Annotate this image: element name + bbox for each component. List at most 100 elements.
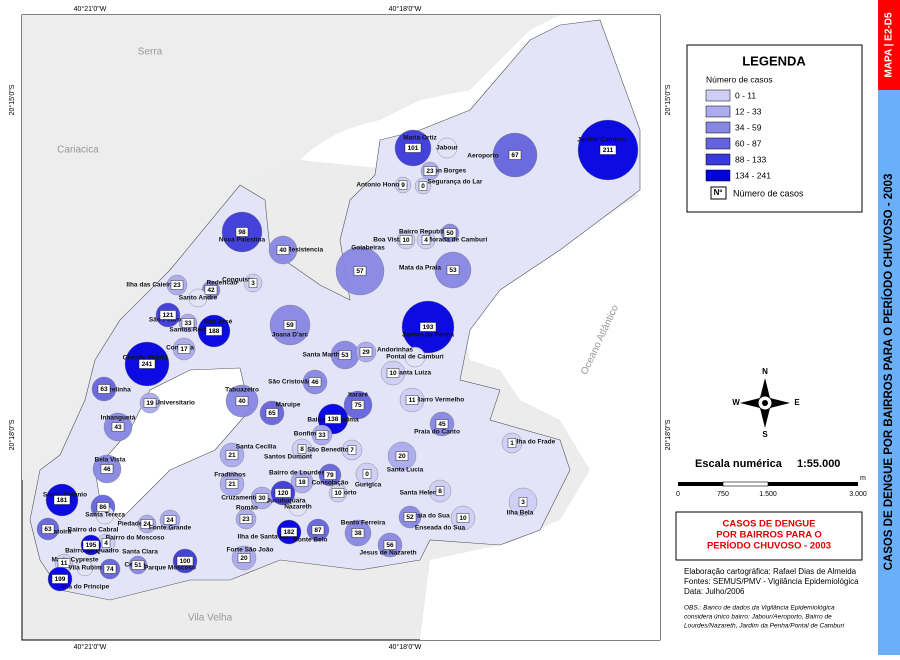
case-count: 1 xyxy=(510,440,514,447)
neighborhood-name: Solon Borges xyxy=(424,168,467,175)
case-count: 46 xyxy=(103,466,111,473)
case-count: 199 xyxy=(55,576,66,583)
case-count: 181 xyxy=(57,497,68,504)
case-box xyxy=(101,538,111,548)
neighborhood-name: Cruzamento xyxy=(221,495,259,502)
neighborhood-name: Bonfim xyxy=(294,431,317,438)
case-box xyxy=(225,450,239,460)
case-box xyxy=(446,265,460,275)
neighborhood-name: Santa Martha xyxy=(303,352,344,359)
neighborhood-name: São Pedro xyxy=(149,317,181,324)
case-box xyxy=(163,515,177,525)
case-box xyxy=(143,398,157,408)
place-name: Vila Velha xyxy=(188,613,233,624)
case-box xyxy=(82,540,100,550)
neighborhood-name: Aeroporto xyxy=(467,153,498,160)
case-count: 4 xyxy=(104,540,108,547)
title-line: PERÍODO CHUVOSO - 2003 xyxy=(707,541,831,552)
neighborhood-name: Bento Ferreira xyxy=(341,520,386,527)
case-box xyxy=(225,479,239,489)
neighborhood-name: Itararé xyxy=(348,392,368,399)
case-box xyxy=(386,368,400,378)
neighborhood-name: Grande Vitória xyxy=(123,355,168,362)
compass-w: W xyxy=(732,398,740,407)
case-count: 40 xyxy=(238,398,246,405)
neighborhood-name: Enseada do Sua xyxy=(415,525,466,532)
legend-symbol: Nº xyxy=(714,188,723,197)
neighborhood-name: Gurigica xyxy=(355,482,382,489)
case-count: 10 xyxy=(459,515,467,522)
case-box xyxy=(181,318,195,328)
title-box xyxy=(675,511,863,561)
case-count: 188 xyxy=(209,328,220,335)
legend-classes: 0 - 11 12 - 33 34 - 59 60 - 87 88 - 133 134 -… xyxy=(705,89,771,182)
neighborhood-area xyxy=(288,497,308,517)
neighborhood-area xyxy=(436,137,458,159)
neighborhood-name: Fradinhos xyxy=(214,472,246,479)
neighborhood-name: Ilha Bela xyxy=(507,510,534,517)
case-count: 9 xyxy=(401,182,405,189)
scale-bar xyxy=(678,482,723,486)
case-count: 52 xyxy=(406,514,414,521)
neighborhood-name: Bairro do Moscoso xyxy=(106,535,165,542)
title-line: POR BAIRROS PARA O xyxy=(716,530,822,541)
neighborhood-name: Ilha de Santa Maria xyxy=(238,534,297,541)
neighborhood-name: Santo Andre xyxy=(179,295,218,302)
neighborhood-name: Boa Vista xyxy=(373,237,403,244)
legend-subtitle: Número de casos xyxy=(706,74,773,84)
case-count: 67 xyxy=(511,152,519,159)
neighborhood-name: Forte São João xyxy=(227,547,274,554)
case-count: 74 xyxy=(106,566,114,573)
compass xyxy=(740,378,790,428)
legend-label: 34 - 59 xyxy=(735,122,762,132)
case-box xyxy=(159,310,177,320)
case-box xyxy=(338,350,352,360)
neighborhood-name: Santa Luiza xyxy=(395,370,432,377)
case-count: 11 xyxy=(61,560,68,567)
map-code: MAPA | E2-D5 xyxy=(884,12,895,77)
neighborhood-name: Vila Rubim xyxy=(68,565,102,572)
place-name: Serra xyxy=(138,47,163,58)
case-box xyxy=(419,322,437,332)
legend-swatch xyxy=(705,169,731,182)
case-count: 8 xyxy=(300,446,304,453)
case-box xyxy=(331,488,345,498)
coord-left: 20°18'0"S xyxy=(8,419,16,450)
case-count: 0 xyxy=(365,471,369,478)
case-count: 45 xyxy=(438,421,446,428)
case-count: 40 xyxy=(279,247,287,254)
case-count: 53 xyxy=(449,267,457,274)
case-count: 241 xyxy=(142,361,153,368)
case-box xyxy=(57,558,71,568)
case-box xyxy=(399,235,413,245)
case-count: 42 xyxy=(207,287,215,294)
case-box xyxy=(265,408,279,418)
neighborhood-name: Fonte Grande xyxy=(149,525,192,532)
neighborhood-name: Consolação xyxy=(312,480,349,487)
case-box xyxy=(324,414,342,424)
coord-bottom: 40°21'0"W xyxy=(74,643,107,651)
compass-e: E xyxy=(794,398,800,407)
case-count: 193 xyxy=(423,324,434,331)
neighborhood-name: Santa Lucia xyxy=(387,467,424,474)
case-count: 195 xyxy=(86,542,97,549)
case-count: 121 xyxy=(163,312,174,319)
code-band xyxy=(878,0,900,90)
case-count: 51 xyxy=(134,562,142,569)
case-count: 21 xyxy=(228,452,236,459)
scale-tick: 1.500 xyxy=(759,491,777,498)
case-box xyxy=(435,486,445,496)
case-box xyxy=(456,513,470,523)
place-name: Cariacica xyxy=(57,145,99,156)
legend-label: 0 - 11 xyxy=(735,90,756,100)
case-count: 7 xyxy=(350,447,354,454)
case-box xyxy=(347,445,357,455)
note-line: Lourdes/Nazareth, Jardim da Penha/Pontal… xyxy=(684,623,845,630)
legend-swatch xyxy=(705,137,731,150)
case-box xyxy=(308,377,322,387)
case-box xyxy=(53,495,71,505)
case-count: 20 xyxy=(240,555,248,562)
case-count: 23 xyxy=(426,168,434,175)
neighborhood-area xyxy=(404,346,426,368)
